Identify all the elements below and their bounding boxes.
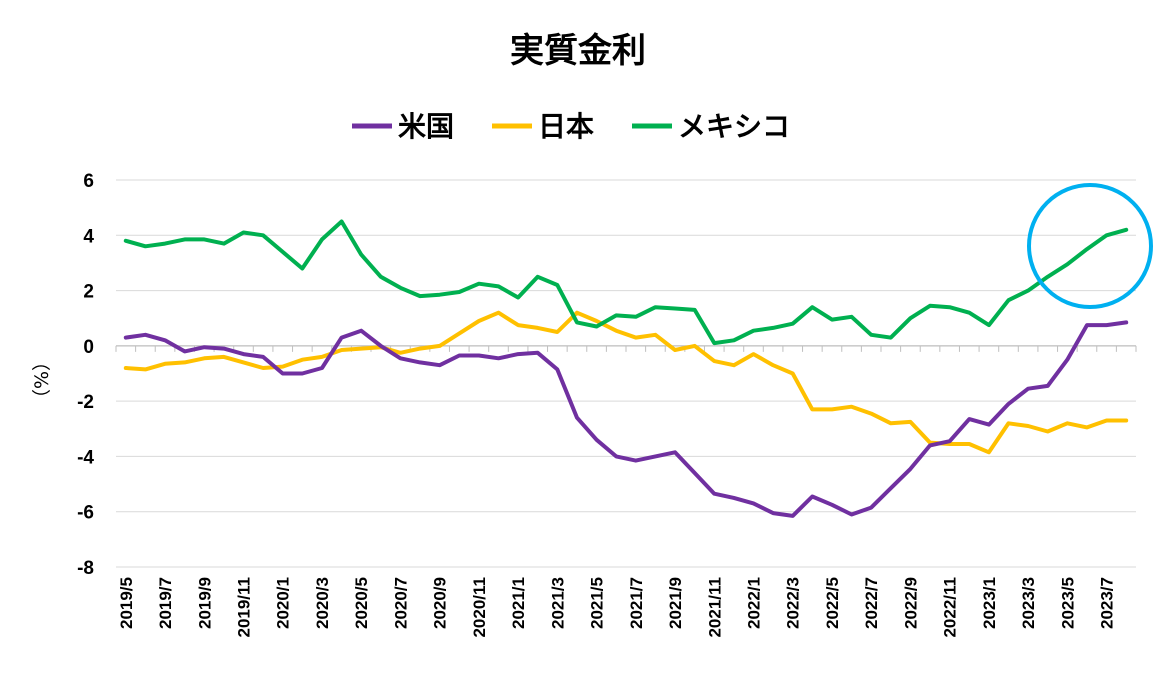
y-tick-label: -6 xyxy=(77,503,94,524)
x-tick-label: 2020/7 xyxy=(391,577,410,629)
y-tick-label: 6 xyxy=(83,171,94,192)
x-tick-label: 2022/9 xyxy=(901,577,920,629)
x-tick-label: 2022/1 xyxy=(745,577,764,629)
x-tick-label: 2022/3 xyxy=(784,577,803,629)
x-tick-label: 2021/11 xyxy=(705,577,724,638)
chart-title: 実質金利 xyxy=(510,31,646,71)
x-tick-label: 2021/5 xyxy=(588,577,607,629)
x-tick-label: 2023/3 xyxy=(1019,577,1038,629)
legend-label: メキシコ xyxy=(678,110,790,143)
x-tick-label: 2020/5 xyxy=(352,577,371,629)
y-tick-label: 0 xyxy=(83,337,94,358)
y-tick-label: -2 xyxy=(77,392,94,413)
y-axis-label: （%） xyxy=(31,352,53,408)
x-tick-label: 2019/5 xyxy=(117,577,136,629)
x-tick-label: 2023/1 xyxy=(980,577,999,629)
x-tick-label: 2020/9 xyxy=(431,577,450,629)
x-tick-label: 2021/7 xyxy=(627,577,646,629)
y-tick-label: 4 xyxy=(83,226,94,247)
x-tick-label: 2021/1 xyxy=(509,577,528,629)
x-axis-ticks: 2019/5 2019/7 2019/9 2019/11 2020/1 2020/3 202… xyxy=(117,577,1117,638)
x-tick-label: 2020/3 xyxy=(313,577,332,629)
legend-label: 日本 xyxy=(538,110,594,143)
x-tick-label: 2020/1 xyxy=(274,577,293,629)
x-tick-label: 2020/11 xyxy=(470,577,489,638)
x-tick-label: 2023/5 xyxy=(1058,577,1077,629)
series-line-1 xyxy=(123,310,1129,455)
x-tick-label: 2021/9 xyxy=(666,577,685,629)
legend-label: 米国 xyxy=(398,110,454,143)
y-tick-label: 2 xyxy=(83,282,94,303)
x-tick-label: 2021/3 xyxy=(548,577,567,629)
series-lines xyxy=(123,219,1129,518)
x-tick-label: 2022/5 xyxy=(823,577,842,629)
x-tick-label: 2019/11 xyxy=(235,577,254,638)
x-tick-label: 2019/7 xyxy=(156,577,175,629)
highlight-circle xyxy=(1027,183,1153,309)
series-line-2 xyxy=(123,219,1129,346)
y-tick-label: -4 xyxy=(77,447,94,468)
y-tick-label: -8 xyxy=(77,558,94,579)
x-tick-label: 2022/11 xyxy=(941,577,960,638)
x-tick-label: 2023/7 xyxy=(1098,577,1117,629)
series-line-0 xyxy=(123,320,1129,518)
x-tick-label: 2019/9 xyxy=(195,577,214,629)
annotations xyxy=(1027,183,1153,309)
legend: 米国 日本 メキシコ xyxy=(352,110,790,143)
y-axis-ticks: 6 4 2 0 -2 -4 -6 -8 xyxy=(77,171,94,579)
x-tick-label: 2022/7 xyxy=(862,577,881,629)
